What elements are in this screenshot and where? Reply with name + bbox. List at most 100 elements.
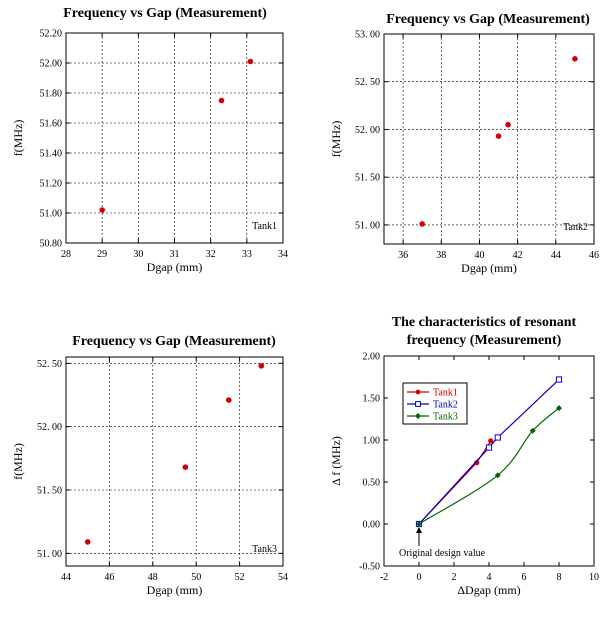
x-tick-label: 44 — [551, 250, 561, 261]
annotation-text: Original design value — [399, 548, 486, 559]
y-tick-label: 52.20 — [40, 29, 63, 40]
legend-label: Tank1 — [433, 388, 458, 399]
y-tick-label: 51.60 — [40, 119, 63, 130]
x-tick-label: 38 — [436, 250, 446, 261]
series-marker — [488, 438, 494, 444]
y-tick-label: 51.00 — [40, 209, 63, 220]
y-tick-label: 1.50 — [363, 394, 381, 405]
legend-marker — [415, 413, 421, 419]
data-point — [99, 207, 105, 213]
tank-annotation: Tank1 — [252, 221, 277, 232]
x-tick-label: 36 — [398, 250, 408, 261]
legend-label: Tank3 — [433, 412, 458, 423]
x-tick-label: 50 — [191, 572, 201, 583]
data-point — [505, 121, 511, 128]
chart-title: Frequency vs Gap (Measurement) — [72, 334, 276, 349]
plot-frame — [65, 356, 284, 567]
y-axis-label: f(MHz) — [11, 443, 25, 480]
x-tick-label: 44 — [61, 572, 71, 583]
x-tick-label: 8 — [557, 572, 562, 583]
data-point — [218, 97, 225, 104]
x-tick-label: 30 — [133, 249, 143, 260]
data-point — [258, 363, 265, 369]
x-tick-label: 40 — [474, 250, 484, 261]
series-marker — [416, 521, 422, 527]
data-point — [419, 221, 425, 227]
chart-panel-3: Frequency vs Gap (Measurement) 44 46 48 50 52… — [11, 334, 288, 597]
x-tick-label: 32 — [206, 249, 216, 260]
x-tick-label: 52 — [235, 572, 245, 583]
x-tick-label: 34 — [278, 249, 288, 260]
legend-label: Tank2 — [433, 400, 458, 411]
chart-panel-1: Frequency vs Gap (Measurement) 28 29 30 31 32… — [11, 6, 288, 274]
y-tick-label: 0.00 — [363, 520, 381, 531]
x-axis-label: Dgap (mm) — [147, 583, 203, 597]
x-tick-label: 46 — [104, 572, 114, 583]
annotation-arrowhead — [416, 527, 422, 533]
legend-marker — [415, 401, 421, 407]
chart-title: Frequency vs Gap (Measurement) — [386, 12, 590, 27]
x-tick-label: 4 — [487, 572, 492, 583]
series-line-tank2 — [418, 379, 560, 525]
y-tick-label: 51. 50 — [355, 173, 380, 184]
tank-annotation: Tank3 — [252, 544, 277, 555]
x-axis-label: Dgap (mm) — [461, 261, 517, 275]
y-tick-label: 2.00 — [363, 352, 381, 363]
y-tick-label: 51. 00 — [37, 549, 62, 560]
x-tick-label: -2 — [380, 572, 388, 583]
x-axis-label: ΔDgap (mm) — [457, 583, 520, 597]
x-tick-label: 42 — [513, 250, 523, 261]
x-tick-label: 31 — [170, 249, 180, 260]
y-tick-label: 52. 50 — [37, 359, 62, 370]
series-marker — [556, 405, 562, 412]
x-tick-label: 33 — [242, 249, 252, 260]
y-tick-label: 51.20 — [40, 179, 63, 190]
y-tick-label: 52. 00 — [355, 125, 380, 136]
series-marker — [529, 427, 536, 434]
legend-marker — [415, 389, 421, 395]
y-tick-label: -0.50 — [359, 562, 380, 573]
x-tick-label: 0 — [417, 572, 422, 583]
x-tick-label: 2 — [452, 572, 457, 583]
y-axis-label: Δ f (MHz) — [329, 436, 343, 486]
data-point — [182, 464, 189, 471]
x-tick-label: 54 — [278, 572, 288, 583]
x-tick-label: 29 — [97, 249, 107, 260]
series-marker — [555, 376, 563, 383]
series-marker — [494, 472, 501, 479]
y-axis-label: f(MHz) — [11, 120, 25, 157]
x-axis-label: Dgap (mm) — [147, 260, 203, 274]
y-tick-label: 1.00 — [363, 436, 381, 447]
data-point — [84, 539, 91, 545]
y-tick-label: 51. 00 — [355, 220, 380, 231]
chart-panel-4: The characteristics of resonant frequency… — [329, 315, 599, 597]
plot-frame — [383, 33, 595, 245]
x-tick-label: 48 — [148, 572, 158, 583]
data-point — [247, 58, 254, 65]
x-tick-label: 6 — [522, 572, 527, 583]
y-tick-label: 52.00 — [40, 59, 63, 70]
data-point — [225, 397, 232, 403]
data-point — [495, 133, 502, 139]
y-tick-label: 52. 00 — [37, 422, 62, 433]
x-tick-label: 28 — [61, 249, 71, 260]
series-line-tank3 — [418, 407, 560, 525]
x-tick-label: 10 — [589, 572, 599, 583]
y-tick-label: 0.50 — [363, 478, 381, 489]
data-point — [572, 56, 578, 62]
y-tick-label: 51. 50 — [37, 486, 62, 497]
chart-panel-2: Frequency vs Gap (Measurement) 36 38 40 42 44… — [329, 12, 599, 275]
y-tick-label: 52. 50 — [355, 77, 380, 88]
series-marker — [494, 434, 501, 441]
series-marker — [474, 460, 480, 466]
y-tick-label: 51.80 — [40, 89, 63, 100]
x-tick-label: 46 — [589, 250, 599, 261]
y-tick-label: 51.40 — [40, 149, 63, 160]
y-tick-label: 53. 00 — [355, 30, 380, 41]
chart-title: Frequency vs Gap (Measurement) — [63, 6, 267, 21]
y-tick-label: 50.80 — [40, 239, 63, 250]
series-marker — [485, 444, 493, 451]
y-axis-label: f(MHz) — [329, 121, 343, 158]
